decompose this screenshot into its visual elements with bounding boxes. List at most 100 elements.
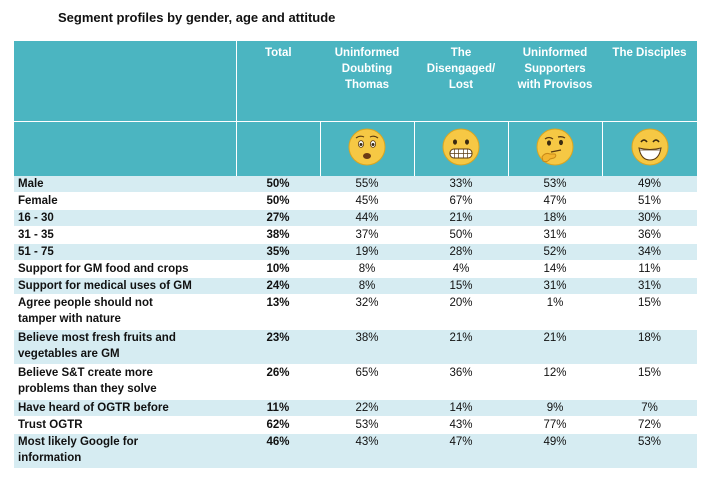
segment-value: 15% — [414, 277, 508, 295]
segment-value: 37% — [320, 226, 414, 244]
worried-face-icon — [348, 128, 386, 165]
segment-value: 43% — [320, 433, 414, 469]
segment-value: 77% — [508, 416, 602, 434]
header-blank — [14, 41, 237, 122]
table-row: Female 50% 45% 67% 47% 51% — [14, 192, 697, 210]
total-value: 11% — [236, 399, 320, 417]
segment-value: 30% — [602, 209, 697, 227]
table-row: Most likely Google for information 46% 43% 4… — [14, 433, 697, 469]
row-label: Believe S&T create more problems than the… — [14, 364, 236, 400]
segment-value: 49% — [508, 433, 602, 469]
total-value: 46% — [236, 433, 320, 469]
total-value: 27% — [236, 209, 320, 227]
header-uninformed-supporters: Uninformed Supporters with Provisos — [508, 41, 602, 122]
header-uninformed-doubting-thomas: Uninformed Doubting Thomas — [320, 41, 414, 122]
icon-cell-seg1 — [320, 121, 415, 176]
row-label: Support for medical uses of GM — [14, 277, 236, 295]
total-value: 13% — [236, 294, 320, 330]
segment-value: 47% — [508, 192, 602, 210]
segment-value: 12% — [508, 364, 602, 400]
table-row: Agree people should not tamper with natur… — [14, 294, 697, 330]
segment-value: 28% — [414, 243, 508, 261]
grimacing-face-icon — [442, 128, 480, 165]
segment-value: 18% — [508, 209, 602, 227]
segment-value: 36% — [602, 226, 697, 244]
segment-value: 32% — [320, 294, 414, 330]
table-row: Male 50% 55% 33% 53% 49% — [14, 176, 697, 193]
segment-value: 4% — [414, 260, 508, 278]
segment-value: 51% — [602, 192, 697, 210]
total-value: 24% — [236, 277, 320, 295]
total-value: 62% — [236, 416, 320, 434]
segment-value: 53% — [320, 416, 414, 434]
segment-value: 55% — [320, 176, 414, 193]
row-label: Trust OGTR — [14, 416, 236, 434]
segment-value: 15% — [602, 364, 697, 400]
icon-cell-seg2 — [414, 121, 509, 176]
header-total: Total — [236, 41, 320, 122]
segment-value: 21% — [414, 209, 508, 227]
table-row: Believe S&T create more problems than the… — [14, 364, 697, 400]
segment-value: 8% — [320, 260, 414, 278]
row-label: Agree people should not tamper with natur… — [14, 294, 236, 330]
segment-value: 45% — [320, 192, 414, 210]
segment-value: 34% — [602, 243, 697, 261]
table-row: Trust OGTR 62% 53% 43% 77% 72% — [14, 416, 697, 434]
segment-value: 31% — [508, 226, 602, 244]
row-label: 51 - 75 — [14, 243, 236, 261]
segment-value: 47% — [414, 433, 508, 469]
table-row: 51 - 75 35% 19% 28% 52% 34% — [14, 243, 697, 261]
segment-value: 8% — [320, 277, 414, 295]
segment-value: 14% — [508, 260, 602, 278]
row-label: 31 - 35 — [14, 226, 236, 244]
icon-row-blank — [14, 121, 237, 176]
segment-value: 72% — [602, 416, 697, 434]
segment-value: 36% — [414, 364, 508, 400]
total-value: 35% — [236, 243, 320, 261]
icon-cell-seg4 — [602, 121, 698, 176]
total-value: 50% — [236, 176, 320, 193]
segment-value: 19% — [320, 243, 414, 261]
segment-value: 1% — [508, 294, 602, 330]
row-label: Female — [14, 192, 236, 210]
segment-value: 31% — [602, 277, 697, 295]
grinning-face-icon — [631, 128, 668, 165]
segment-value: 21% — [508, 329, 602, 365]
total-value: 38% — [236, 226, 320, 244]
total-value: 23% — [236, 329, 320, 365]
segment-value: 38% — [320, 329, 414, 365]
icon-row-total — [236, 121, 321, 176]
table-row: Support for GM food and crops 10% 8% 4% 14% 1… — [14, 260, 697, 278]
total-value: 26% — [236, 364, 320, 400]
total-value: 50% — [236, 192, 320, 210]
row-label: 16 - 30 — [14, 209, 236, 227]
segment-value: 9% — [508, 399, 602, 417]
table-row: Support for medical uses of GM 24% 8% 15% 31… — [14, 277, 697, 295]
segment-value: 50% — [414, 226, 508, 244]
table-row: 16 - 30 27% 44% 21% 18% 30% — [14, 209, 697, 227]
header-disciples: The Disciples — [602, 41, 697, 122]
segment-value: 33% — [414, 176, 508, 193]
total-value: 10% — [236, 260, 320, 278]
segment-value: 31% — [508, 277, 602, 295]
segment-value: 15% — [602, 294, 697, 330]
row-label: Believe most fresh fruits and vegetables … — [14, 329, 236, 365]
row-label: Most likely Google for information — [14, 433, 236, 469]
header-disengaged-lost: The Disengaged/Lost — [414, 41, 508, 122]
segment-value: 20% — [414, 294, 508, 330]
table-row: Have heard of OGTR before 11% 22% 14% 9% 7% — [14, 399, 697, 417]
segment-value: 49% — [602, 176, 697, 193]
segment-value: 53% — [508, 176, 602, 193]
segment-value: 52% — [508, 243, 602, 261]
segment-value: 22% — [320, 399, 414, 417]
table-row: Believe most fresh fruits and vegetables … — [14, 329, 697, 365]
segment-value: 67% — [414, 192, 508, 210]
row-label: Have heard of OGTR before — [14, 399, 236, 417]
row-label: Support for GM food and crops — [14, 260, 236, 278]
icon-cell-seg3 — [508, 121, 603, 176]
segment-value: 44% — [320, 209, 414, 227]
page-title: Segment profiles by gender, age and atti… — [58, 10, 336, 25]
thinking-face-icon — [536, 128, 574, 165]
segment-value: 43% — [414, 416, 508, 434]
segment-value: 11% — [602, 260, 697, 278]
